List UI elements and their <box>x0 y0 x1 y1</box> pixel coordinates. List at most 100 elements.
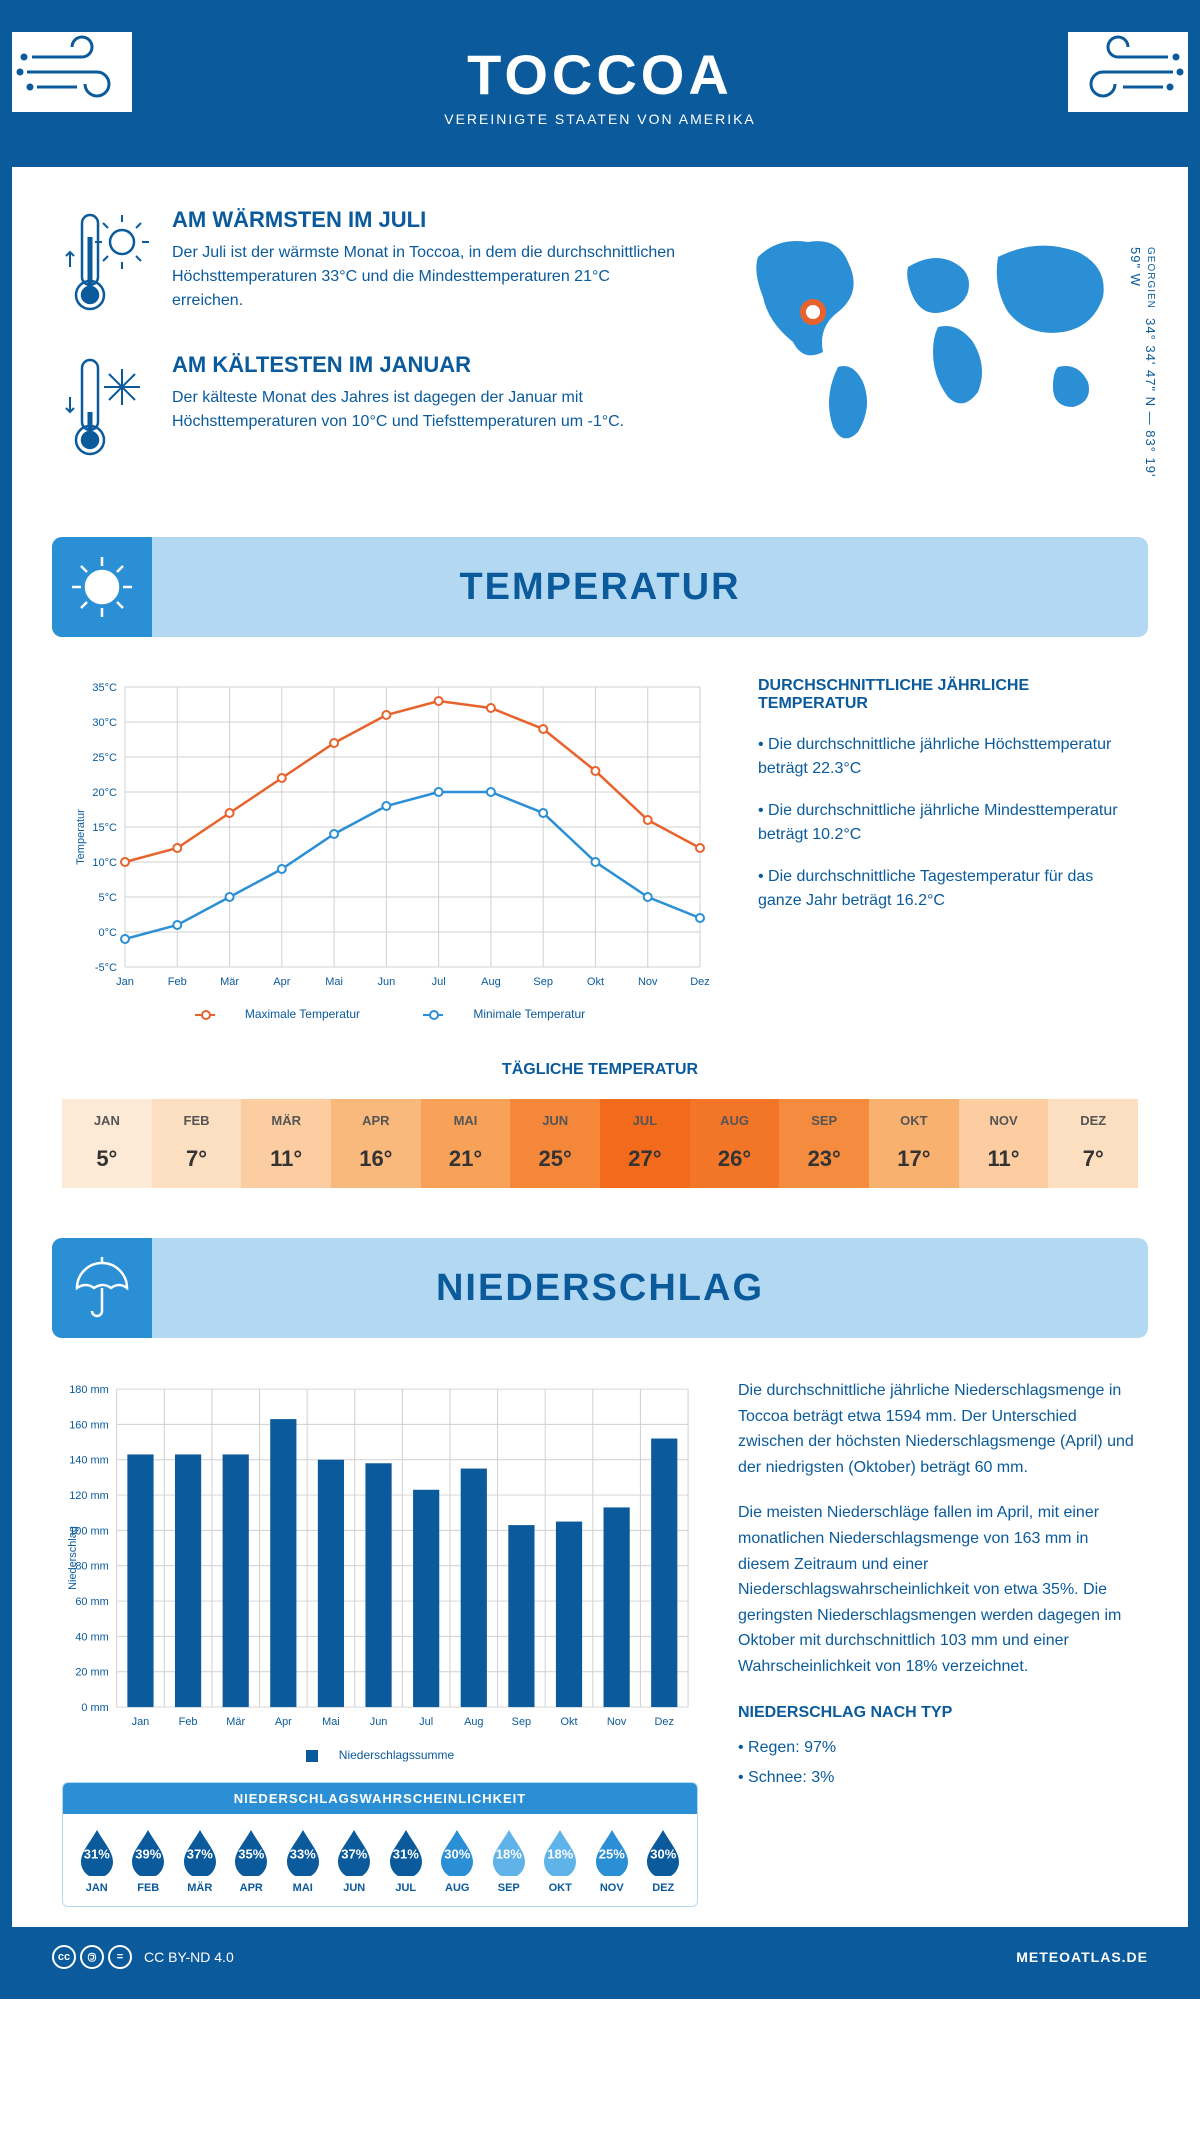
infographic-page: TOCCOA VEREINIGTE STAATEN VON AMERIKA AM… <box>0 0 1200 1999</box>
svg-text:20°C: 20°C <box>92 787 117 799</box>
svg-text:Mär: Mär <box>226 1716 245 1728</box>
daily-temperature-table: TÄGLICHE TEMPERATUR JAN5°FEB7°MÄR11°APR1… <box>12 1051 1188 1228</box>
daily-temp-cell: JUN25° <box>510 1099 600 1188</box>
svg-text:140 mm: 140 mm <box>69 1455 108 1467</box>
svg-text:160 mm: 160 mm <box>69 1419 108 1431</box>
svg-text:Feb: Feb <box>168 976 187 988</box>
svg-text:40 mm: 40 mm <box>75 1631 108 1643</box>
page-subtitle: VEREINIGTE STAATEN VON AMERIKA <box>32 111 1168 127</box>
probability-cell: 33%MAI <box>277 1826 329 1894</box>
svg-text:Jun: Jun <box>370 1716 388 1728</box>
sun-icon <box>52 537 152 637</box>
svg-text:20 mm: 20 mm <box>75 1667 108 1679</box>
probability-cell: 30%DEZ <box>638 1826 690 1894</box>
warmest-block: AM WÄRMSTEN IM JULI Der Juli ist der wär… <box>62 207 678 322</box>
location-marker <box>803 302 823 322</box>
daily-temp-cell: OKT17° <box>869 1099 959 1188</box>
intro-section: AM WÄRMSTEN IM JULI Der Juli ist der wär… <box>12 167 1188 527</box>
probability-cell: 37%JUN <box>329 1826 381 1894</box>
svg-text:Mai: Mai <box>325 976 343 988</box>
wind-icon-left <box>12 32 132 112</box>
probability-cell: 39%FEB <box>123 1826 175 1894</box>
svg-text:Temperatur: Temperatur <box>75 809 87 865</box>
world-map-box: GEORGIEN 34° 34' 47" N — 83° 19' 59" W <box>718 207 1138 497</box>
svg-text:Jun: Jun <box>377 976 395 988</box>
temperature-section-header: TEMPERATUR <box>52 537 1148 637</box>
svg-text:Aug: Aug <box>464 1716 483 1728</box>
daily-temp-cell: DEZ7° <box>1048 1099 1138 1188</box>
cc-license-icons: cc🄯= <box>52 1945 132 1969</box>
umbrella-icon <box>52 1238 152 1338</box>
precipitation-probability-box: NIEDERSCHLAGSWAHRSCHEINLICHKEIT 31%JAN39… <box>62 1782 698 1907</box>
svg-text:Nov: Nov <box>607 1716 627 1728</box>
daily-temp-cell: MAI21° <box>421 1099 511 1188</box>
svg-text:Jul: Jul <box>419 1716 433 1728</box>
coldest-title: AM KÄLTESTEN IM JANUAR <box>172 352 678 378</box>
svg-text:-5°C: -5°C <box>95 962 117 974</box>
probability-cell: 18%OKT <box>535 1826 587 1894</box>
svg-text:180 mm: 180 mm <box>69 1384 108 1396</box>
daily-temp-cell: AUG26° <box>690 1099 780 1188</box>
svg-text:35°C: 35°C <box>92 682 117 694</box>
svg-text:Nov: Nov <box>638 976 658 988</box>
svg-text:30°C: 30°C <box>92 717 117 729</box>
svg-text:Aug: Aug <box>481 976 501 988</box>
svg-text:Okt: Okt <box>561 1716 578 1728</box>
coldest-text: Der kälteste Monat des Jahres ist dagege… <box>172 386 678 434</box>
svg-text:Sep: Sep <box>512 1716 531 1728</box>
svg-text:120 mm: 120 mm <box>69 1490 108 1502</box>
page-title: TOCCOA <box>32 42 1168 107</box>
probability-cell: 35%APR <box>226 1826 278 1894</box>
svg-text:15°C: 15°C <box>92 822 117 834</box>
bar-chart-legend: Niederschlagssumme <box>62 1748 698 1762</box>
svg-text:Apr: Apr <box>275 1716 292 1728</box>
probability-cell: 18%SEP <box>483 1826 535 1894</box>
license-text: CC BY-ND 4.0 <box>144 1949 234 1965</box>
warmest-text: Der Juli ist der wärmste Monat in Toccoa… <box>172 241 678 313</box>
thermometer-hot-icon <box>62 207 152 322</box>
warmest-title: AM WÄRMSTEN IM JULI <box>172 207 678 233</box>
svg-text:Okt: Okt <box>587 976 604 988</box>
probability-cell: 37%MÄR <box>174 1826 226 1894</box>
daily-temp-cell: APR16° <box>331 1099 421 1188</box>
svg-text:Dez: Dez <box>655 1716 674 1728</box>
daily-temp-cell: FEB7° <box>152 1099 242 1188</box>
precipitation-heading: NIEDERSCHLAG <box>436 1267 764 1310</box>
svg-text:10°C: 10°C <box>92 857 117 869</box>
svg-text:25°C: 25°C <box>92 752 117 764</box>
world-map <box>718 207 1138 467</box>
thermometer-cold-icon <box>62 352 152 467</box>
svg-text:Jan: Jan <box>116 976 134 988</box>
svg-text:Mai: Mai <box>322 1716 340 1728</box>
daily-temp-cell: JAN5° <box>62 1099 152 1188</box>
header: TOCCOA VEREINIGTE STAATEN VON AMERIKA <box>12 12 1188 167</box>
svg-text:Feb: Feb <box>179 1716 198 1728</box>
svg-text:Niederschlag: Niederschlag <box>67 1526 79 1590</box>
wind-icon-right <box>1068 32 1188 112</box>
temperature-heading: TEMPERATUR <box>459 566 740 609</box>
coordinates: GEORGIEN 34° 34' 47" N — 83° 19' 59" W <box>1128 247 1158 497</box>
footer: cc🄯= CC BY-ND 4.0 METEOATLAS.DE <box>12 1927 1188 1987</box>
precipitation-section-header: NIEDERSCHLAG <box>52 1238 1148 1338</box>
svg-text:Mär: Mär <box>220 976 239 988</box>
daily-temp-cell: NOV11° <box>959 1099 1049 1188</box>
svg-text:5°C: 5°C <box>99 892 118 904</box>
daily-temp-cell: MÄR11° <box>241 1099 331 1188</box>
probability-cell: 31%JAN <box>71 1826 123 1894</box>
svg-text:Apr: Apr <box>273 976 290 988</box>
line-chart-legend: Maximale Temperatur Minimale Temperatur <box>62 1007 718 1021</box>
svg-text:Dez: Dez <box>690 976 710 988</box>
probability-cell: 25%NOV <box>586 1826 638 1894</box>
coldest-block: AM KÄLTESTEN IM JANUAR Der kälteste Mona… <box>62 352 678 467</box>
probability-cell: 31%JUL <box>380 1826 432 1894</box>
svg-text:Sep: Sep <box>533 976 553 988</box>
precipitation-stats: Die durchschnittliche jährliche Niedersc… <box>738 1378 1138 1907</box>
precipitation-bar-chart: 0 mm20 mm40 mm60 mm80 mm100 mm120 mm140 … <box>62 1378 698 1738</box>
temperature-stats: DURCHSCHNITTLICHE JÄHRLICHE TEMPERATUR •… <box>758 677 1138 1021</box>
svg-text:80 mm: 80 mm <box>75 1561 108 1573</box>
svg-text:60 mm: 60 mm <box>75 1596 108 1608</box>
svg-text:Jul: Jul <box>432 976 446 988</box>
svg-text:0°C: 0°C <box>99 927 118 939</box>
daily-temp-cell: SEP23° <box>779 1099 869 1188</box>
temperature-line-chart: -5°C 0°C 5°C 10°C 15°C 20°C 25°C 30°C 35°C Jan Feb… <box>62 677 718 1021</box>
